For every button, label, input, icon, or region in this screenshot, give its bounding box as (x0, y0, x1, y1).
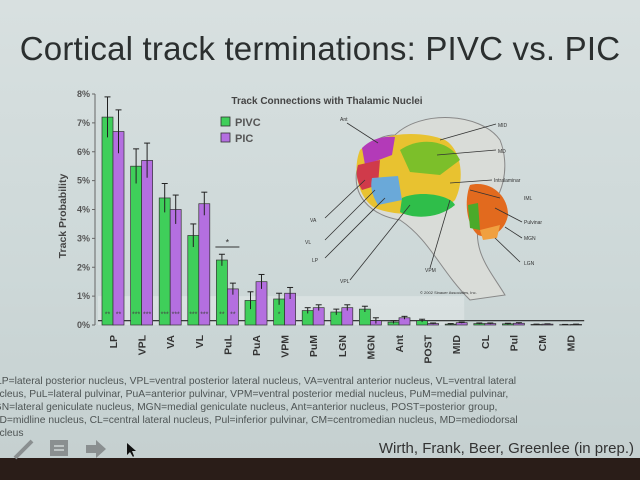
x-tick-label: LP (108, 335, 120, 348)
caption-line: LP=lateral posterior nucleus, VPL=ventra… (0, 376, 517, 387)
legend-swatch-pic (220, 132, 231, 143)
significance-marker: *** (189, 311, 197, 318)
abbreviation-caption: LP=lateral posterior nucleus, VPL=ventra… (0, 375, 640, 440)
bar-pivc-LP (101, 116, 114, 326)
label-intralaminar: Intralaminar (494, 178, 521, 184)
legend-label-pic: PIC (235, 133, 253, 145)
x-tick-label: Ant (394, 335, 406, 353)
label-md: MD (498, 149, 506, 155)
label-iml: IML (524, 196, 533, 202)
x-tick-label: VPM (280, 335, 292, 358)
x-tick-label: Pul (508, 335, 520, 351)
x-tick-label: VL (194, 334, 206, 348)
bar-pic-LP (112, 131, 125, 326)
caption-line: nucleus (0, 428, 24, 439)
label-ant: Ant (340, 117, 348, 123)
x-tick-label: PuL (222, 334, 234, 354)
author-credit: Wirth, Frank, Beer, Greenlee (in prep.) (378, 440, 634, 457)
label-mgn: MGN (524, 236, 536, 242)
x-tick-label: MID (451, 335, 463, 355)
y-tick-label: 8% (77, 89, 90, 99)
significance-marker: ** (219, 311, 225, 318)
x-tick-label: VA (165, 335, 177, 349)
legend: PIVC PIC (220, 116, 261, 145)
bar-pivc-VA (158, 197, 171, 326)
next-arrow-icon[interactable] (84, 437, 108, 461)
significance-marker: *** (172, 311, 180, 318)
pen-icon[interactable] (12, 437, 36, 461)
y-tick-label: 4% (77, 205, 90, 215)
x-tick-label: CL (480, 334, 492, 349)
caption-line: nucleus, PuL=lateral pulvinar, PuA=anter… (0, 389, 509, 400)
y-tick-label: 1% (77, 291, 90, 301)
label-mid: MID (498, 123, 508, 129)
significance-marker: * (278, 311, 281, 318)
label-lgn: LGN (524, 261, 535, 267)
y-tick-label: 7% (77, 118, 90, 128)
bar-pic-VL (198, 203, 211, 326)
legend-label-pivc: PIVC (235, 117, 261, 129)
caption-line: MID=midline nucleus, CL=central lateral … (0, 415, 518, 426)
bar-pic-VPL (141, 160, 153, 326)
mouse-cursor-icon (127, 443, 136, 457)
significance-marker: *** (161, 311, 169, 318)
slide-title: Cortical track terminations: PIVC vs. PI… (19, 30, 621, 67)
significance-annotation: * (226, 238, 230, 248)
copyright: © 2002 Sinauer Associates, Inc. (420, 290, 477, 295)
caption-line: LGN=lateral geniculate nucleus, MGN=medi… (0, 402, 498, 413)
significance-marker: *** (132, 311, 140, 318)
y-tick-label: 0% (77, 320, 90, 330)
label-vl: VL (305, 240, 311, 246)
x-tick-label: MGN (365, 335, 377, 360)
bar-pivc-VPL (130, 165, 142, 326)
label-va: VA (310, 218, 317, 224)
x-tick-label: MD (566, 335, 578, 352)
x-tick-label: POST (423, 334, 435, 363)
significance-marker: *** (143, 311, 151, 318)
y-tick-label: 3% (77, 233, 90, 243)
label-vpm: VPM (425, 268, 436, 274)
y-tick-label: 6% (77, 147, 90, 157)
x-tick-label: VPL (137, 334, 149, 355)
y-tick-label: 2% (77, 262, 90, 272)
y-tick-label: 5% (77, 176, 90, 186)
thalamus-diagram: Ant MID MD Intralaminar IML Pulvinar MGN… (305, 117, 542, 301)
slide: Cortical track terminations: PIVC vs. PI… (0, 0, 640, 461)
label-pulvinar: Pulvinar (524, 220, 542, 226)
label-lp: LP (312, 258, 319, 264)
significance-marker: ** (105, 311, 111, 318)
x-tick-label: PuM (308, 335, 320, 357)
significance-marker: ** (230, 311, 236, 318)
x-tick-label: CM (537, 335, 549, 352)
slides-menu-icon[interactable] (48, 437, 72, 461)
bar-pic-VA (169, 209, 182, 326)
x-tick-label: LGN (337, 335, 349, 357)
x-tick-label: PuA (251, 335, 263, 356)
bar-chart: Ant MID MD Intralaminar IML Pulvinar MGN… (57, 89, 582, 364)
chart-title: Track Connections with Thalamic Nuclei (231, 96, 422, 107)
y-axis-label: Track Probability (57, 174, 69, 259)
legend-swatch-pivc (220, 116, 231, 127)
significance-marker: ** (116, 311, 122, 318)
significance-marker: *** (200, 311, 208, 318)
label-vpl: VPL (340, 279, 350, 285)
